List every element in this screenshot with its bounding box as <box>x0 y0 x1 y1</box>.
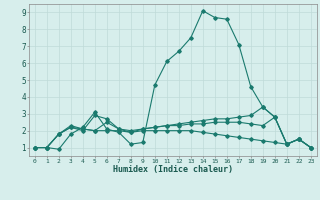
X-axis label: Humidex (Indice chaleur): Humidex (Indice chaleur) <box>113 165 233 174</box>
